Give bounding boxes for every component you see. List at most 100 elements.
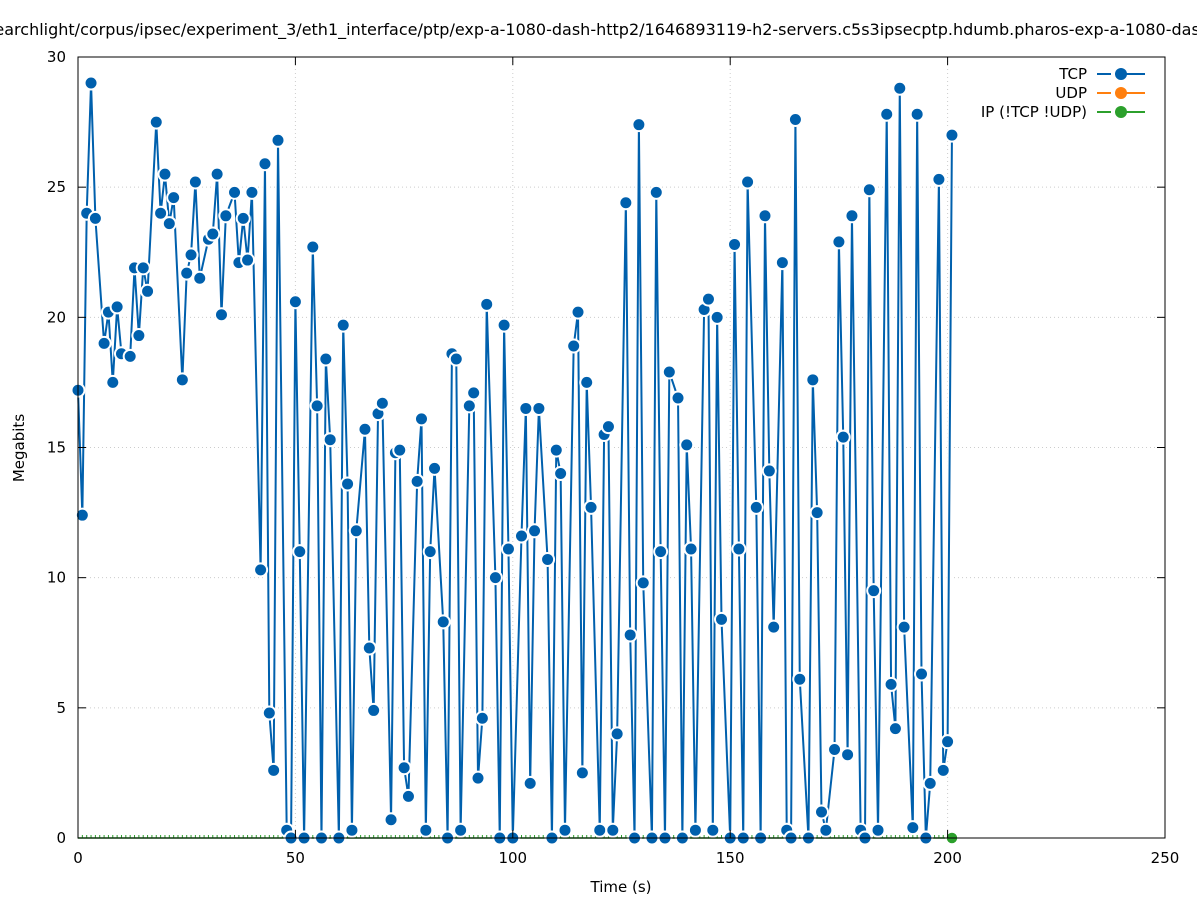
tcp-point <box>553 466 569 482</box>
tcp-point <box>153 205 169 221</box>
tcp-point <box>466 385 482 401</box>
tcp-point <box>396 760 412 776</box>
tcp-point <box>748 499 764 515</box>
tcp-point <box>487 570 503 586</box>
tcp-point <box>583 499 599 515</box>
tcp-point <box>470 770 486 786</box>
tcp-point <box>361 640 377 656</box>
x-tick-label: 100 <box>498 849 527 867</box>
legend-marker <box>1115 87 1127 99</box>
tcp-point <box>270 132 286 148</box>
tcp-point <box>227 184 243 200</box>
legend-marker <box>1115 68 1127 80</box>
tcp-point <box>661 364 677 380</box>
tcp-point <box>814 804 830 820</box>
y-tick-label: 20 <box>47 308 66 326</box>
tcp-point <box>474 710 490 726</box>
tcp-point <box>740 174 756 190</box>
legend-label: TCP <box>1058 65 1087 83</box>
tcp-point <box>292 544 308 560</box>
tcp-point <box>183 247 199 263</box>
tcp-point <box>700 291 716 307</box>
tcp-point <box>427 460 443 476</box>
tcp-point <box>883 676 899 692</box>
x-tick-label: 150 <box>716 849 745 867</box>
tcp-point <box>309 398 325 414</box>
tcp-point <box>74 507 90 523</box>
tcp-point <box>174 372 190 388</box>
tcp-point <box>392 442 408 458</box>
tcp-point <box>187 174 203 190</box>
tcp-point <box>287 294 303 310</box>
tcp-point <box>887 721 903 737</box>
tcp-point <box>600 419 616 435</box>
legend-marker <box>1115 106 1127 118</box>
tcp-point <box>879 106 895 122</box>
tcp-point <box>866 583 882 599</box>
tcp-series <box>70 75 960 848</box>
y-tick-label: 30 <box>47 48 66 66</box>
tcp-point <box>709 309 725 325</box>
tcp-point <box>766 619 782 635</box>
tcp-point <box>213 307 229 323</box>
tcp-point <box>705 822 721 838</box>
tcp-point <box>261 705 277 721</box>
tcp-point <box>240 252 256 268</box>
y-tick-label: 25 <box>47 178 66 196</box>
tcp-point <box>135 260 151 276</box>
tcp-point <box>383 812 399 828</box>
x-tick-label: 200 <box>933 849 962 867</box>
tcp-point <box>461 398 477 414</box>
tcp-point <box>235 210 251 226</box>
tcp-point <box>931 171 947 187</box>
tcp-point <box>787 111 803 127</box>
tcp-point <box>340 476 356 492</box>
tcp-point <box>592 822 608 838</box>
tcp-point <box>148 114 164 130</box>
x-axis-label: Time (s) <box>590 878 652 896</box>
tcp-point <box>257 156 273 172</box>
tcp-point <box>322 432 338 448</box>
tcp-point <box>679 437 695 453</box>
tcp-point <box>357 421 373 437</box>
tcp-point <box>157 166 173 182</box>
tcp-point <box>161 216 177 232</box>
y-tick-label: 5 <box>56 699 66 717</box>
tcp-point <box>96 335 112 351</box>
tcp-point <box>318 351 334 367</box>
tcp-point <box>435 614 451 630</box>
tcp-point <box>335 317 351 333</box>
tcp-point <box>105 374 121 390</box>
tcp-point <box>818 822 834 838</box>
tcp-point <box>179 265 195 281</box>
tcp-point <box>761 463 777 479</box>
tcp-point <box>831 234 847 250</box>
tcp-point <box>527 523 543 539</box>
tcp-point <box>87 210 103 226</box>
legend-label: IP (!TCP !UDP) <box>981 103 1087 121</box>
tcp-point <box>940 734 956 750</box>
tcp-point <box>344 822 360 838</box>
tcp-point <box>579 374 595 390</box>
y-tick-label: 15 <box>47 439 66 457</box>
tcp-point <box>827 741 843 757</box>
tcp-point <box>266 762 282 778</box>
tcp-point <box>805 372 821 388</box>
chart-title: searchlight/corpus/ipsec/experiment_3/et… <box>0 20 1197 40</box>
tcp-point <box>914 666 930 682</box>
tcp-point <box>140 283 156 299</box>
tcp-point <box>522 775 538 791</box>
tcp-point <box>348 523 364 539</box>
tcp-point <box>500 541 516 557</box>
tcp-point <box>687 822 703 838</box>
tcp-point <box>727 236 743 252</box>
tcp-point <box>209 166 225 182</box>
tcp-point <box>844 208 860 224</box>
legend-label: UDP <box>1055 84 1087 102</box>
tcp-point <box>631 117 647 133</box>
tcp-point <box>905 820 921 836</box>
tcp-point <box>409 473 425 489</box>
tcp-point <box>244 184 260 200</box>
tcp-point <box>448 351 464 367</box>
